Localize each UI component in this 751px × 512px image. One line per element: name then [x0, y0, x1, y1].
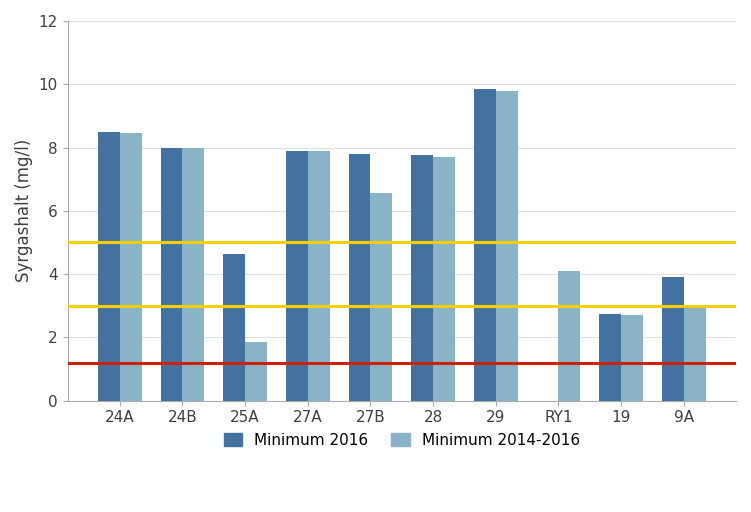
Bar — [98, 132, 120, 400]
Bar — [683, 307, 706, 400]
Bar — [348, 154, 370, 400]
Legend: Minimum 2016, Minimum 2014-2016: Minimum 2016, Minimum 2014-2016 — [218, 426, 586, 454]
Y-axis label: Syrgashalt (mg/l): Syrgashalt (mg/l) — [15, 139, 33, 283]
Bar — [433, 157, 455, 400]
Bar — [559, 271, 581, 400]
Bar — [286, 151, 308, 400]
Bar — [120, 133, 142, 400]
Bar — [223, 253, 245, 400]
Bar — [161, 147, 182, 400]
Bar — [245, 342, 267, 400]
Bar — [662, 277, 683, 400]
Bar — [370, 194, 392, 400]
Bar — [474, 89, 496, 400]
Bar — [599, 314, 621, 400]
Bar — [411, 156, 433, 400]
Bar — [496, 91, 517, 400]
Bar — [621, 315, 643, 400]
Bar — [182, 147, 204, 400]
Bar — [308, 151, 330, 400]
